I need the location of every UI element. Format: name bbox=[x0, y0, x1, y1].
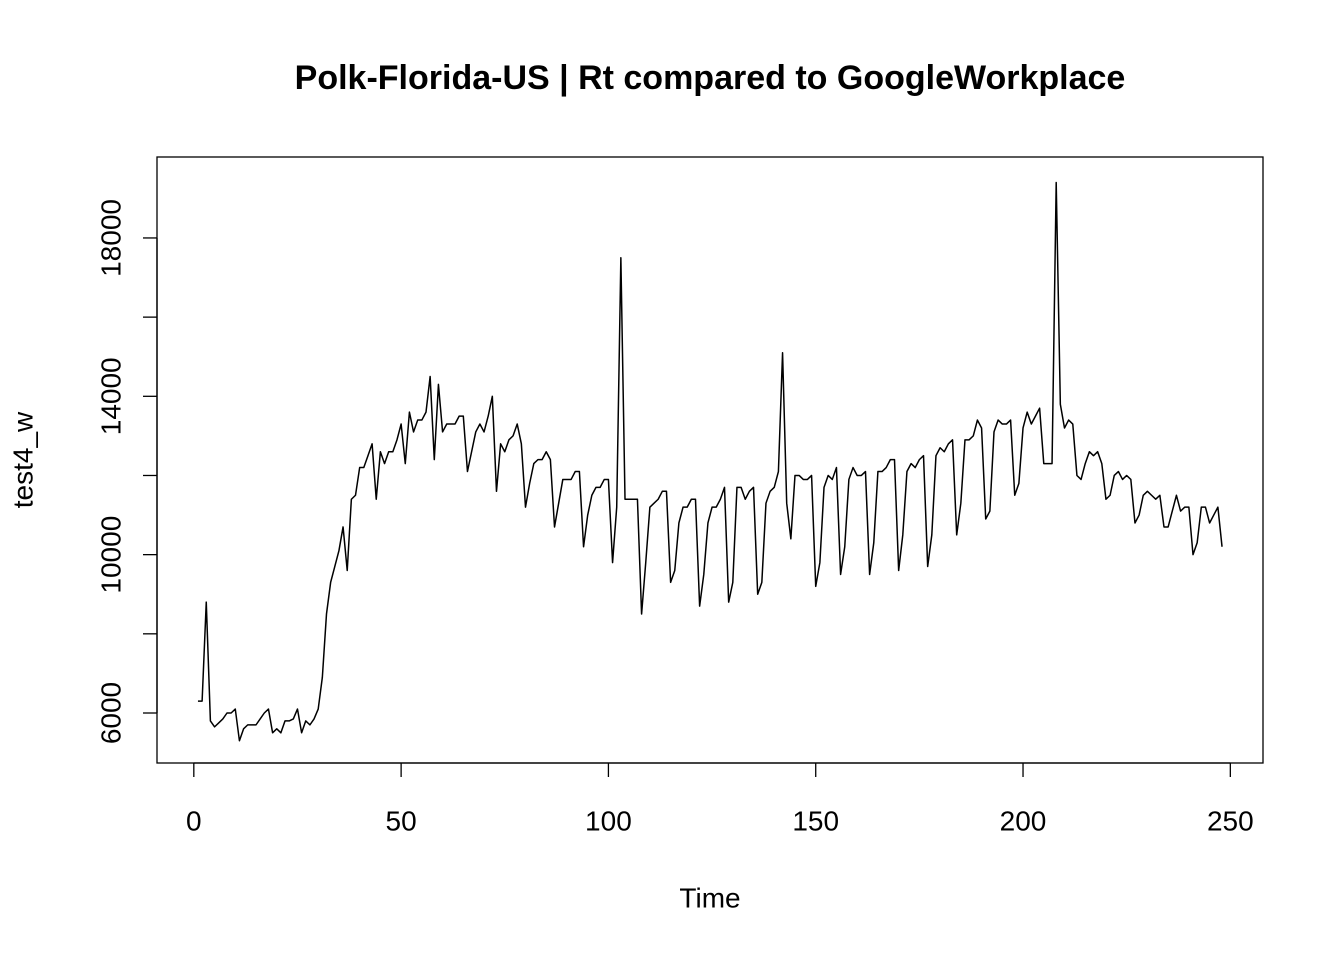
x-axis-title: Time bbox=[679, 882, 740, 913]
y-tick-label: 6000 bbox=[95, 682, 126, 744]
x-tick-label: 250 bbox=[1207, 805, 1254, 836]
x-tick-label: 50 bbox=[386, 805, 417, 836]
x-tick-label: 150 bbox=[792, 805, 839, 836]
x-tick-label: 200 bbox=[1000, 805, 1047, 836]
x-tick-label: 0 bbox=[186, 805, 202, 836]
chart-title: Polk-Florida-US | Rt compared to GoogleW… bbox=[295, 59, 1126, 97]
y-tick-label: 10000 bbox=[95, 516, 126, 594]
series-line bbox=[197, 181, 1223, 742]
y-axis-title: test4_w bbox=[7, 411, 38, 508]
y-tick-label: 18000 bbox=[95, 199, 126, 277]
x-tick-label: 100 bbox=[585, 805, 632, 836]
y-tick-label: 14000 bbox=[95, 357, 126, 435]
